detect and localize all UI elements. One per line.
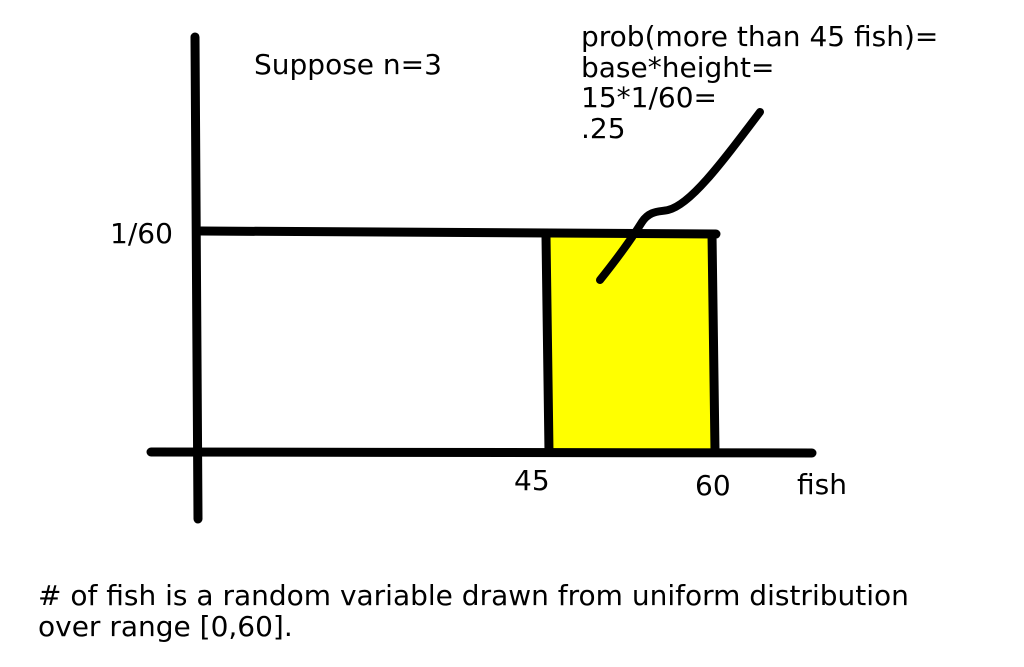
assumption-note: Suppose n=3 bbox=[254, 48, 442, 81]
probability-annotation: prob(more than 45 fish)= base*height= 15… bbox=[581, 20, 939, 145]
region-left-edge bbox=[541, 231, 554, 457]
caption-line: over range [0,60]. bbox=[38, 610, 293, 643]
caption: # of fish is a random variable drawn fro… bbox=[38, 580, 909, 642]
x-tick-label: 60 bbox=[695, 469, 731, 502]
x-axis-line bbox=[146, 447, 817, 458]
y-axis-line bbox=[190, 32, 203, 524]
x-axis-label: fish bbox=[797, 468, 847, 501]
annotation-line: .25 bbox=[581, 111, 626, 145]
shaded-probability-region bbox=[548, 236, 713, 453]
annotation-line: 15*1/60= bbox=[581, 81, 717, 114]
annotation-line: base*height= bbox=[581, 50, 775, 84]
x-tick-label: 45 bbox=[514, 464, 550, 497]
y-tick-label: 1/60 bbox=[110, 217, 173, 250]
caption-line: # of fish is a random variable drawn fro… bbox=[38, 579, 909, 612]
annotation-line: prob(more than 45 fish)= bbox=[581, 20, 939, 53]
annotation-pointer-curve bbox=[596, 108, 764, 284]
region-right-edge bbox=[707, 229, 720, 456]
